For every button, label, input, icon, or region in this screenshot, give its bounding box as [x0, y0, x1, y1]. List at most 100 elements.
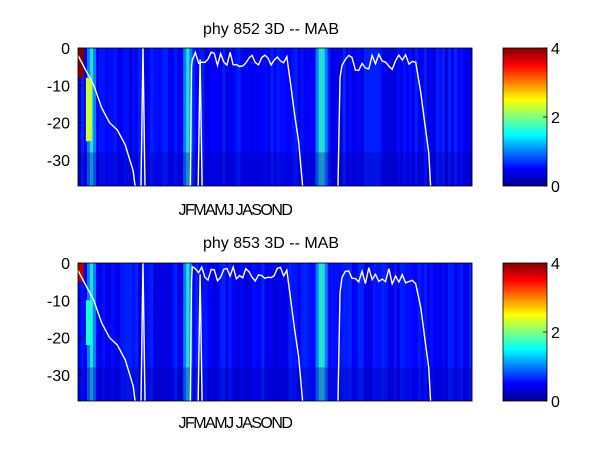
heatmap-column: [225, 48, 229, 186]
heatmap-deep-shade: [288, 152, 292, 187]
heatmap-column: [132, 263, 136, 401]
colorbar-tick-label: 2: [551, 325, 560, 342]
heatmap-column: [426, 263, 431, 401]
heatmap-deep-shade: [348, 367, 353, 402]
heatmap-deep-shade: [126, 152, 130, 187]
heatmap-deep-shade: [411, 152, 416, 187]
heatmap-deep-shade: [162, 152, 166, 187]
heatmap-column: [120, 263, 124, 401]
heatmap-column: [339, 48, 344, 186]
heatmap-deep-shade: [384, 367, 389, 402]
heatmap-deep-shade: [201, 367, 205, 402]
heatmap-deep-shade: [228, 152, 232, 187]
heatmap-deep-shade: [102, 152, 106, 187]
heatmap-deep-shade: [309, 152, 313, 187]
heatmap-column: [366, 48, 371, 186]
heatmap-column: [438, 263, 443, 401]
heatmap-column: [264, 263, 268, 401]
heatmap-column: [312, 263, 317, 401]
heatmap-column: [174, 48, 178, 186]
heatmap-column: [411, 263, 416, 401]
heatmap-deep-shade: [141, 152, 145, 187]
heatmap-column: [357, 263, 362, 401]
heatmap-column: [162, 263, 166, 401]
contour-line: [197, 59, 203, 187]
heatmap-deep-shade: [252, 367, 256, 402]
heatmap-deep-shade: [414, 152, 419, 187]
heatmap-column: [417, 263, 422, 401]
heatmap-deep-shade: [414, 367, 419, 402]
heatmap-deep-shade: [105, 152, 109, 187]
heatmap-deep-shade: [303, 152, 307, 187]
heatmap-deep-shade: [150, 367, 154, 402]
panel-1-xlabel: JFMAMJ JASOND: [179, 202, 293, 219]
heatmap-deep-shade: [441, 367, 446, 402]
heatmap-column: [360, 263, 365, 401]
heatmap-deep-shade: [81, 367, 85, 402]
heatmap-deep-shade: [360, 367, 365, 402]
heatmap-deep-shade: [138, 152, 142, 187]
heatmap-deep-shade: [402, 152, 407, 187]
heatmap-deep-shade: [78, 367, 82, 402]
heatmap-column: [174, 263, 178, 401]
heatmap-column: [444, 263, 449, 401]
heatmap-deep-shade: [405, 152, 410, 187]
heatmap-column: [159, 263, 163, 401]
heatmap-column: [441, 263, 446, 401]
heatmap-column: [111, 48, 115, 186]
heatmap-column: [450, 263, 455, 401]
heatmap-deep-shade: [171, 367, 175, 402]
heatmap-deep-shade: [255, 152, 259, 187]
heatmap-deep-shade: [78, 152, 82, 187]
heatmap-column: [159, 48, 163, 186]
heatmap-column: [441, 48, 446, 186]
colorbar-tick-label: 4: [551, 256, 560, 273]
heatmap-column: [84, 263, 88, 401]
heatmap-column: [84, 48, 88, 186]
colorbar: [502, 47, 548, 187]
heatmap-deep-shade: [222, 367, 226, 402]
heatmap-column: [237, 48, 241, 186]
heatmap-column: [462, 263, 467, 401]
heatmap-column: [273, 263, 277, 401]
heatmap-column: [345, 263, 350, 401]
heatmap-deep-shade: [252, 152, 256, 187]
heatmap-column: [117, 48, 121, 186]
heatmap-column: [300, 263, 304, 401]
heatmap-column: [273, 48, 277, 186]
heatmap-column: [297, 263, 301, 401]
heatmap-column: [225, 263, 229, 401]
heatmap-deep-shade: [438, 152, 443, 187]
heatmap-column: [312, 48, 317, 186]
heatmap-column: [183, 48, 187, 186]
heatmap-deep-shade: [303, 367, 307, 402]
heatmap-deep-shade: [339, 367, 344, 402]
heatmap-column: [186, 263, 190, 401]
heatmap-column: [459, 48, 464, 186]
heatmap-column: [246, 48, 250, 186]
heatmap-column: [117, 263, 121, 401]
heatmap-column: [435, 48, 440, 186]
heatmap-column: [147, 263, 151, 401]
heatmap-deep-shade: [273, 367, 277, 402]
heatmap-deep-shade: [459, 367, 464, 402]
heatmap-column: [171, 48, 175, 186]
heatmap-column: [333, 48, 338, 186]
heatmap-column: [402, 263, 407, 401]
heatmap-deep-shade: [393, 367, 398, 402]
heatmap-deep-shade: [345, 367, 350, 402]
heatmap-deep-shade: [396, 152, 401, 187]
heatmap-column: [99, 263, 103, 401]
contour-line: [337, 267, 432, 402]
heatmap-column: [456, 48, 461, 186]
heatmap-deep-shade: [285, 367, 289, 402]
heatmap-deep-shade: [441, 152, 446, 187]
heatmap-column: [81, 263, 85, 401]
heatmap-column: [369, 263, 374, 401]
heatmap-deep-shade: [180, 152, 184, 187]
heatmap-deep-shade: [264, 367, 268, 402]
heatmap-deep-shade: [135, 367, 139, 402]
heatmap-column: [336, 263, 341, 401]
heatmap-column: [135, 48, 139, 186]
heatmap-deep-shade: [177, 152, 181, 187]
